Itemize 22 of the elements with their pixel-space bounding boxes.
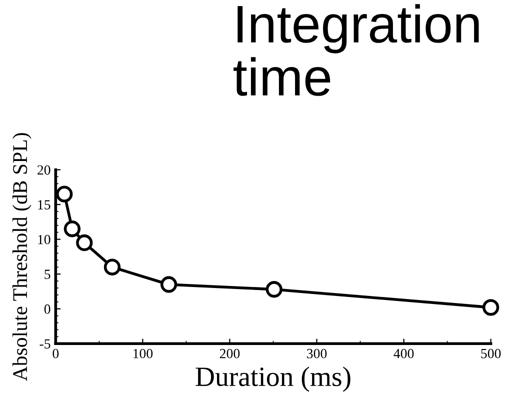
y-tick-label: 20: [38, 165, 50, 175]
chart-title: Integration time: [234, 4, 479, 96]
y-axis-title: Absolute Threshold (dB SPL): [12, 133, 32, 381]
point: [64, 220, 81, 238]
point: [56, 186, 73, 202]
y-tick-label: 15: [38, 200, 50, 210]
x-tick-label: 400: [394, 348, 414, 358]
x-tick-label: 200: [220, 348, 240, 358]
y-tick-label: -5: [40, 339, 50, 349]
point: [76, 234, 93, 252]
x-axis-title: Duration (ms): [196, 366, 350, 392]
point: [160, 276, 178, 293]
y-tick-label: 5: [44, 270, 50, 280]
y-tick-label: 0: [44, 304, 50, 314]
point: [266, 281, 282, 298]
point: [482, 299, 500, 316]
x-tick-label: 300: [307, 348, 327, 358]
x-tick-label: 0: [52, 348, 59, 358]
point: [104, 258, 121, 276]
x-tick-label: 100: [133, 348, 153, 358]
y-tick-label: 10: [38, 234, 50, 244]
x-tick-label: 500: [481, 348, 501, 358]
